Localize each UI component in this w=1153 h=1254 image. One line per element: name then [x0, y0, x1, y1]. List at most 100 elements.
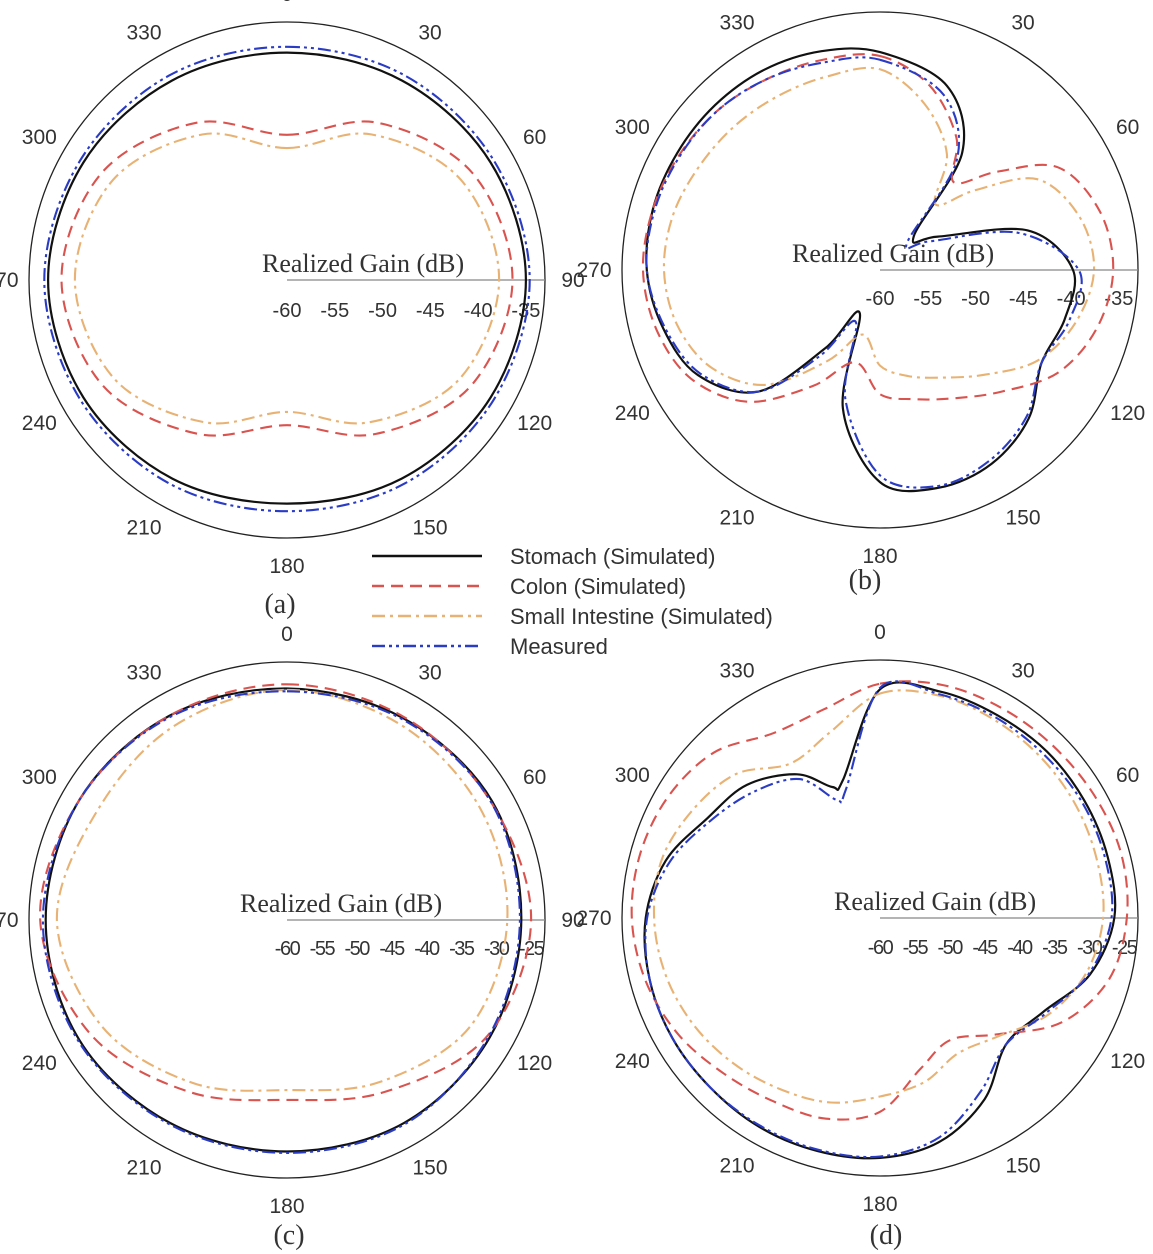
angle-tick-60: 60 — [1116, 116, 1139, 139]
angle-tick-330: 330 — [126, 21, 161, 44]
series-line-stomach-simulated — [643, 681, 1117, 1160]
radial-tick-label: -50 — [345, 938, 371, 960]
angle-tick-210: 210 — [126, 1157, 161, 1180]
legend-label: Colon (Simulated) — [510, 574, 686, 599]
radial-tick-label: -40 — [1007, 937, 1033, 959]
angle-tick-60: 60 — [523, 766, 546, 789]
radial-tick-label: -60 — [868, 937, 894, 959]
series-line-stomach-simulated — [46, 51, 528, 505]
radial-tick-label: -55 — [310, 938, 336, 960]
series-line-stomach-simulated — [645, 47, 1077, 493]
angle-tick-210: 210 — [719, 507, 754, 530]
panel-label: (d) — [870, 1220, 903, 1251]
angle-tick-0: 0 — [281, 0, 293, 6]
angle-tick-270: 270 — [0, 909, 19, 932]
series-line-measured — [645, 56, 1083, 489]
angle-tick-270: 270 — [0, 269, 19, 292]
radial-axis-title: Realized Gain (dB) — [834, 887, 1036, 916]
radial-tick-label: -35 — [511, 300, 540, 322]
radial-tick-label: -60 — [273, 300, 302, 322]
series-line-colon-simulated — [630, 680, 1129, 1121]
radial-tick-label: -45 — [416, 300, 445, 322]
angle-tick-180: 180 — [269, 555, 304, 578]
angle-tick-330: 330 — [126, 661, 161, 684]
angle-tick-0: 0 — [874, 621, 886, 644]
series-line-measured — [644, 680, 1114, 1159]
angle-tick-240: 240 — [615, 402, 650, 425]
radial-tick-label: -45 — [1009, 288, 1038, 310]
angle-tick-240: 240 — [22, 412, 57, 435]
radial-axis-title: Realized Gain (dB) — [262, 249, 464, 278]
angle-tick-150: 150 — [1005, 507, 1040, 530]
radial-tick-label: -50 — [961, 288, 990, 310]
radial-tick-label: -40 — [414, 938, 440, 960]
angle-tick-300: 300 — [22, 126, 57, 149]
radial-tick-label: -55 — [320, 300, 349, 322]
angle-tick-240: 240 — [22, 1052, 57, 1075]
radial-tick-label: -55 — [913, 288, 942, 310]
series-line-colon-simulated — [60, 120, 514, 437]
angle-tick-30: 30 — [1011, 11, 1034, 34]
angle-tick-300: 300 — [615, 116, 650, 139]
angle-tick-300: 300 — [615, 764, 650, 787]
series-line-small-intestine-simulated — [73, 132, 501, 425]
angle-tick-210: 210 — [126, 517, 161, 540]
angle-tick-90: 90 — [561, 269, 584, 292]
radial-tick-label: -45 — [972, 937, 998, 959]
radial-tick-label: -40 — [464, 300, 493, 322]
angle-tick-300: 300 — [22, 766, 57, 789]
angle-tick-30: 30 — [418, 661, 441, 684]
radial-tick-label: -60 — [275, 938, 301, 960]
legend-label: Stomach (Simulated) — [510, 544, 715, 569]
radial-tick-label: -55 — [903, 937, 929, 959]
legend-label: Measured — [510, 634, 608, 659]
polar-panel-b: 0306090120150180210240270300330Realized … — [576, 11, 1145, 596]
angle-tick-180: 180 — [862, 1193, 897, 1216]
angle-tick-60: 60 — [1116, 764, 1139, 787]
angle-tick-270: 270 — [576, 259, 611, 282]
radial-tick-label: -35 — [449, 938, 475, 960]
angle-tick-120: 120 — [1110, 402, 1145, 425]
radial-axis-title: Realized Gain (dB) — [792, 239, 994, 268]
angle-tick-210: 210 — [719, 1155, 754, 1178]
legend: Stomach (Simulated) Colon (Simulated) Smal… — [372, 544, 773, 659]
angle-tick-30: 30 — [1011, 659, 1034, 682]
angle-tick-120: 120 — [517, 1052, 552, 1075]
radial-tick-label: -25 — [1112, 937, 1138, 959]
radial-tick-label: -25 — [519, 938, 545, 960]
radial-tick-label: -35 — [1104, 288, 1133, 310]
angle-tick-150: 150 — [1005, 1155, 1040, 1178]
angle-tick-60: 60 — [523, 126, 546, 149]
angle-tick-180: 180 — [862, 545, 897, 568]
angle-tick-270: 270 — [576, 907, 611, 930]
panel-label: (b) — [849, 565, 882, 596]
radial-tick-label: -50 — [368, 300, 397, 322]
series-line-measured — [43, 45, 531, 513]
radial-axis-title: Realized Gain (dB) — [240, 889, 442, 918]
angle-tick-150: 150 — [412, 1157, 447, 1180]
angle-tick-330: 330 — [719, 11, 754, 34]
polar-panel-d: 0306090120150180210240270300330Realized … — [576, 621, 1145, 1251]
series-line-small-intestine-simulated — [662, 66, 1096, 386]
legend-label: Small Intestine (Simulated) — [510, 604, 773, 629]
angle-tick-180: 180 — [269, 1195, 304, 1218]
panel-label: (a) — [264, 589, 295, 620]
polar-panel-c: 0 30 60 90 120 150 180 210 240 270 300 330 Realized … — [0, 623, 585, 1251]
angle-tick-120: 120 — [1110, 1050, 1145, 1073]
radial-tick-label: -60 — [866, 288, 895, 310]
series-line-small-intestine-simulated — [652, 689, 1105, 1104]
series-line-colon-simulated — [641, 53, 1115, 403]
series-line-measured — [41, 690, 521, 1154]
angle-tick-90: 90 — [561, 909, 584, 932]
angle-tick-30: 30 — [418, 21, 441, 44]
angle-tick-0: 0 — [281, 623, 293, 646]
radial-tick-label: -45 — [379, 938, 405, 960]
angle-tick-240: 240 — [615, 1050, 650, 1073]
polar-panel-a: 0 30 60 90 120 150 180 210 240 270 300 330 Realized … — [0, 0, 585, 620]
radial-tick-label: -35 — [1042, 937, 1068, 959]
angle-tick-330: 330 — [719, 659, 754, 682]
radial-tick-label: -50 — [938, 937, 964, 959]
angle-tick-120: 120 — [517, 412, 552, 435]
angle-tick-150: 150 — [412, 517, 447, 540]
